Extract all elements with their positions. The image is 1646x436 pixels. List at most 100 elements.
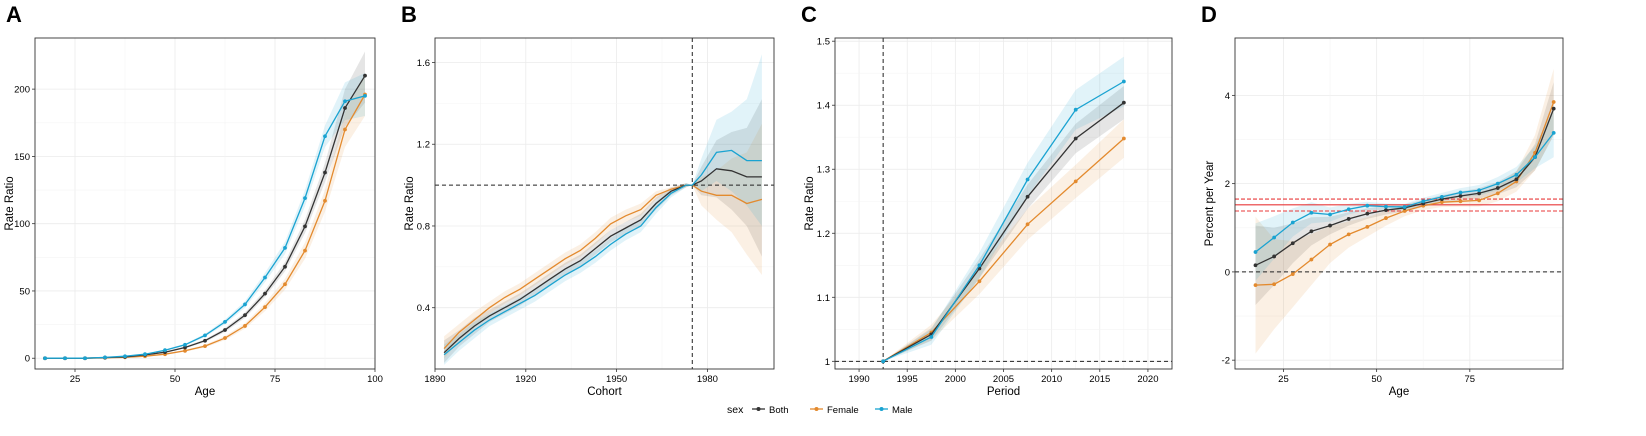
panel-a-xtick-label: 50 [170,374,181,385]
panel-d-point-female [1402,209,1407,213]
panel-c-point-male [1025,177,1030,182]
panel-a-point-male [283,246,287,250]
panel-a-point-both [343,106,347,110]
panel-d-point-male [1290,220,1295,225]
panel-c-point-female [1121,136,1126,141]
panel-a-ylabel: Rate Ratio [4,176,16,230]
panel-d-point-male [1365,203,1370,208]
panel-c-point-both [1025,194,1030,199]
panel-d-ytick-label: 4 [1225,91,1230,102]
panel-d-point-female [1477,198,1482,203]
panel-b-line-both [443,168,762,354]
legend-swatch-point-female [814,407,819,411]
panel-d-content [1235,68,1563,354]
panel-b-content [435,38,774,369]
panel-d-point-female [1253,283,1258,288]
panel-a-point-male [323,134,327,139]
panel-a-point-male [303,196,307,201]
panel-c-ytick-label: 1.1 [817,293,830,304]
panel-d-point-female [1458,199,1463,204]
panel-a-ytick-label: 0 [25,354,30,365]
panel-d-point-female [1384,216,1388,220]
panel-d-point-both [1328,223,1332,228]
panel-b-xtick-label: 1950 [606,374,627,385]
panel-d-point-male [1421,199,1426,204]
panel-d-letter: D [1201,2,1217,27]
panel-a-point-both [283,264,287,269]
panel-d-point-female [1328,242,1332,247]
panel-d-point-both [1272,254,1277,259]
panel-a-xtick-label: 25 [70,374,81,385]
panel-c-ytick-label: 1 [825,357,830,368]
panel-a-xtick-label: 75 [270,374,281,385]
panel-d-point-both [1365,211,1370,216]
panel-d-point-both [1290,241,1295,246]
panel-d-ytick-label: 0 [1225,267,1230,278]
panel-d-point-both [1514,177,1519,182]
panel-b-xtick-label: 1890 [424,374,445,385]
panel-b: 0.4 0.8 1.2 1.6 1890 1920 1950 1980 Cohort Rate R… [401,2,775,398]
panel-b-xtick-label: 1980 [697,374,718,385]
panel-c-point-male [1121,79,1126,84]
panel-a-point-male [143,352,147,357]
panel-c-line-both [882,102,1125,362]
panel-d-point-both [1346,217,1351,221]
panel-c-xlabel: Period [987,386,1020,398]
panel-d-point-female [1290,272,1295,277]
panel-a-point-female [343,127,347,132]
panel-c-ytick-label: 1.4 [817,101,830,112]
panel-a-point-male [43,356,47,361]
panel-a-point-male [203,333,207,338]
panel-c-point-male [977,263,982,268]
panel-a-point-female [283,282,287,287]
panel-c-letter: C [801,2,817,27]
panel-c-line-female [882,138,1125,362]
panel-b-plot-area [435,38,774,369]
panel-a-point-male [63,356,67,361]
panel-c-xtick-label: 2000 [945,374,966,385]
panel-a-ytick-label: 150 [14,152,30,163]
panel-c-ribbon-male [883,56,1124,362]
panel-d-point-female [1495,191,1500,196]
panel-d-plot-area [1235,38,1563,369]
panel-c-ytick-label: 1.2 [817,229,830,240]
panel-a-xtick-label: 100 [367,374,383,385]
panel-c-ytick-label: 1.3 [817,165,830,176]
panel-d-point-both [1477,191,1482,196]
panel-c-point-female [1073,179,1078,184]
panel-d-point-both [1495,186,1500,190]
panel-b-ytick-label: 0.4 [417,303,430,314]
panel-c-point-female [977,279,982,284]
panel-a-point-female [203,344,207,349]
legend-item-both: Both [769,405,789,416]
panel-a-point-both [363,73,367,78]
panel-d-xtick-label: 75 [1465,374,1476,385]
panel-c-ribbon-female [883,119,1124,362]
panel-a-point-female [243,324,247,328]
panel-d-point-both [1309,229,1314,234]
panel-a-point-male [223,320,227,324]
panel-a-xlabel: Age [195,386,215,398]
panel-a-point-both [243,313,247,318]
panel-a-point-female [223,336,227,340]
panel-a-ribbon-female [45,75,365,359]
panel-d-xlabel: Age [1389,386,1409,398]
panel-c-xtick-label: 2015 [1089,374,1110,385]
panel-d-border [1234,37,1564,370]
panel-d-point-male [1272,235,1277,240]
panel-a-point-male [183,342,187,347]
panel-a-point-both [303,224,307,229]
panel-b-xlabel: Cohort [587,386,622,398]
panel-c-line-male [882,80,1125,362]
panel-a-ytick-label: 100 [14,219,30,230]
panel-a-point-male [343,99,347,104]
panel-d-xtick-label: 50 [1371,374,1382,385]
panel-d-point-both [1253,263,1258,268]
panel-a-point-male [123,354,127,359]
panel-b-ytick-label: 0.8 [417,221,430,232]
panel-d-point-male [1253,250,1258,254]
panel-d-point-female [1439,200,1444,205]
panel-c-point-male [881,359,886,364]
panel-d-point-male [1514,172,1519,177]
